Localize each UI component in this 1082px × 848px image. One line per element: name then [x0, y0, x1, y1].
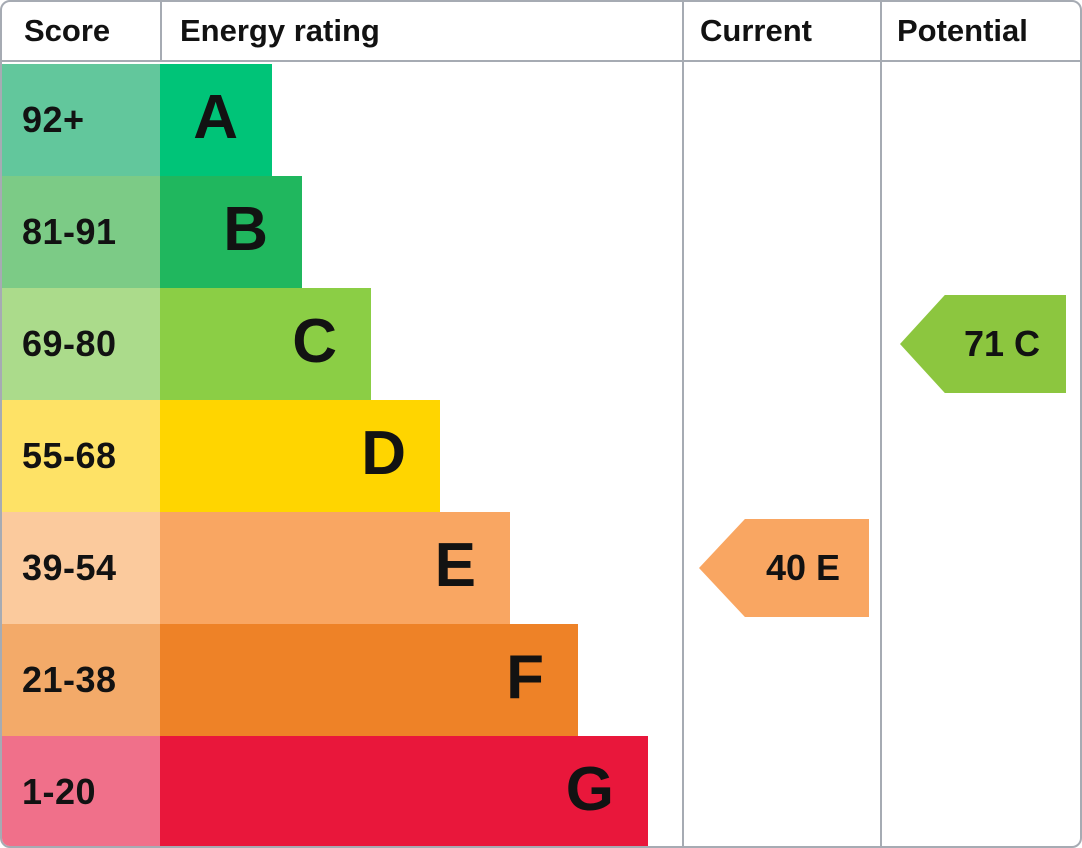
band-letter: G: [565, 755, 614, 824]
band-score-range: 1-20: [2, 736, 160, 846]
band-score-range: 21-38: [2, 624, 160, 736]
band-letter: C: [292, 307, 337, 376]
band-letter: D: [361, 419, 406, 488]
band-score-range: 92+: [2, 64, 160, 176]
band-rows: 92+ A 81-91 B 69-80 C 55-68 D 39-54 E 21…: [2, 64, 682, 846]
current-column-divider: [682, 2, 684, 846]
band-bar: C: [160, 288, 371, 400]
header-row: Score Energy rating Current Potential: [2, 2, 1080, 62]
band-row: 69-80 C: [2, 288, 682, 400]
band-row: 55-68 D: [2, 400, 682, 512]
band-score-range: 39-54: [2, 512, 160, 624]
band-row: 92+ A: [2, 64, 682, 176]
band-bar: G: [160, 736, 648, 846]
header-current: Current: [700, 13, 812, 48]
potential-column-divider: [880, 2, 882, 846]
band-row: 81-91 B: [2, 176, 682, 288]
potential-rating-arrow: 71 C: [900, 295, 1066, 393]
band-score-range: 81-91: [2, 176, 160, 288]
band-letter: F: [506, 643, 544, 712]
band-letter: B: [223, 195, 268, 264]
band-bar: A: [160, 64, 272, 176]
band-letter: E: [434, 531, 476, 600]
header-potential: Potential: [897, 13, 1028, 48]
band-bar: E: [160, 512, 510, 624]
header-score: Score: [24, 13, 111, 48]
band-row: 21-38 F: [2, 624, 682, 736]
band-score-range: 55-68: [2, 400, 160, 512]
band-letter: A: [193, 83, 238, 152]
band-score-range: 69-80: [2, 288, 160, 400]
band-bar: D: [160, 400, 440, 512]
band-row: 39-54 E: [2, 512, 682, 624]
band-bar: F: [160, 624, 578, 736]
current-rating-label: 40 E: [765, 547, 841, 588]
band-row: 1-20 G: [2, 736, 682, 846]
potential-rating-label: 71 C: [963, 323, 1041, 364]
current-rating-arrow: 40 E: [699, 519, 869, 617]
band-bar: B: [160, 176, 302, 288]
header-energy-rating: Energy rating: [160, 2, 680, 60]
